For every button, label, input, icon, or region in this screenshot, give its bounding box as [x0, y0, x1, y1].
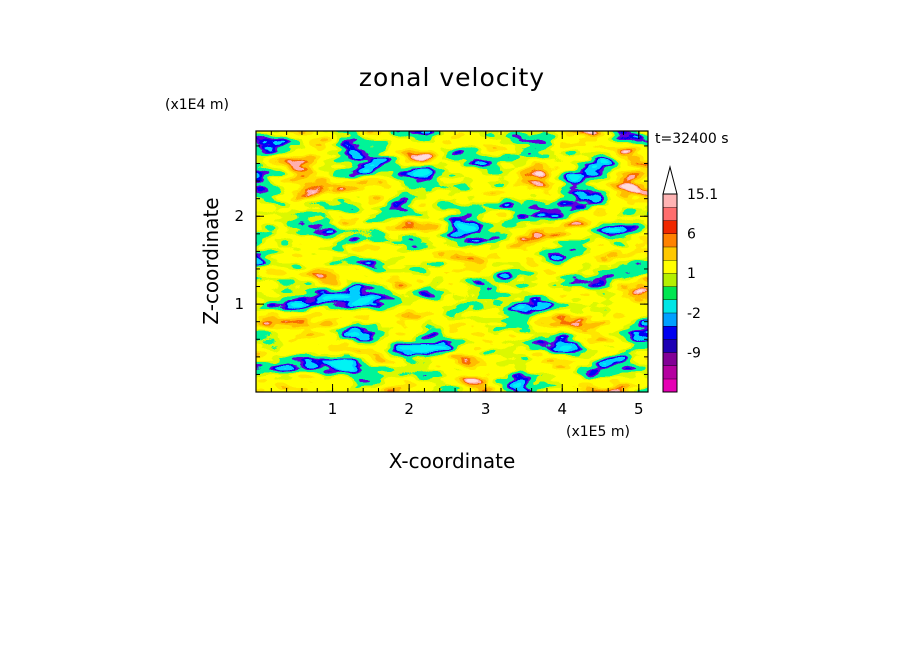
colorbar-swatch: [663, 220, 677, 234]
colorbar-swatch: [663, 260, 677, 274]
x-axis: 1 2 3 4 5: [270, 131, 644, 418]
colorbar: 15.1 6 1 -2 -9: [662, 165, 718, 393]
field-contours: [256, 131, 648, 392]
chart-title: zonal velocity: [359, 63, 545, 92]
colorbar-frame: [662, 193, 678, 393]
y-tick-label: 2: [234, 207, 244, 225]
y-axis-label: Z-coordinate: [199, 197, 223, 324]
colorbar-swatch: [663, 378, 677, 392]
colorbar-swatch: [663, 299, 677, 313]
colorbar-swatch: [663, 233, 677, 247]
x-unit-label: (x1E5 m): [566, 424, 630, 440]
x-tick-label: 2: [404, 400, 414, 418]
x-tick-label: 3: [481, 400, 491, 418]
colorbar-swatch: [663, 273, 677, 287]
x-tick-label: 1: [328, 400, 338, 418]
colorbar-tick-label: 1: [687, 266, 696, 282]
colorbar-tick-label: -9: [687, 345, 701, 361]
y-axis: 12: [234, 145, 648, 375]
colorbar-swatch: [663, 194, 677, 208]
colorbar-swatch: [663, 246, 677, 260]
colorbar-swatch: [663, 352, 677, 366]
colorbar-tick-label: -2: [687, 306, 701, 322]
colorbar-tick-label: 15.1: [687, 187, 718, 203]
colorbar-extend-max: [662, 165, 678, 195]
colorbar-swatch: [663, 365, 677, 379]
y-tick-label: 1: [234, 295, 244, 313]
plot-frame: [255, 130, 649, 393]
y-unit-label: (x1E4 m): [165, 97, 229, 113]
colorbar-swatch: [663, 286, 677, 300]
time-label: t=32400 s: [655, 131, 729, 147]
x-tick-label: 5: [634, 400, 644, 418]
colorbar-swatch: [663, 207, 677, 221]
colorbar-swatch: [663, 339, 677, 353]
colorbar-tick-label: 6: [687, 227, 696, 243]
colorbar-swatch: [663, 326, 677, 340]
x-tick-label: 4: [557, 400, 567, 418]
colorbar-swatch: [663, 312, 677, 326]
heatmap-field: [256, 131, 648, 392]
x-axis-label: X-coordinate: [389, 449, 516, 473]
